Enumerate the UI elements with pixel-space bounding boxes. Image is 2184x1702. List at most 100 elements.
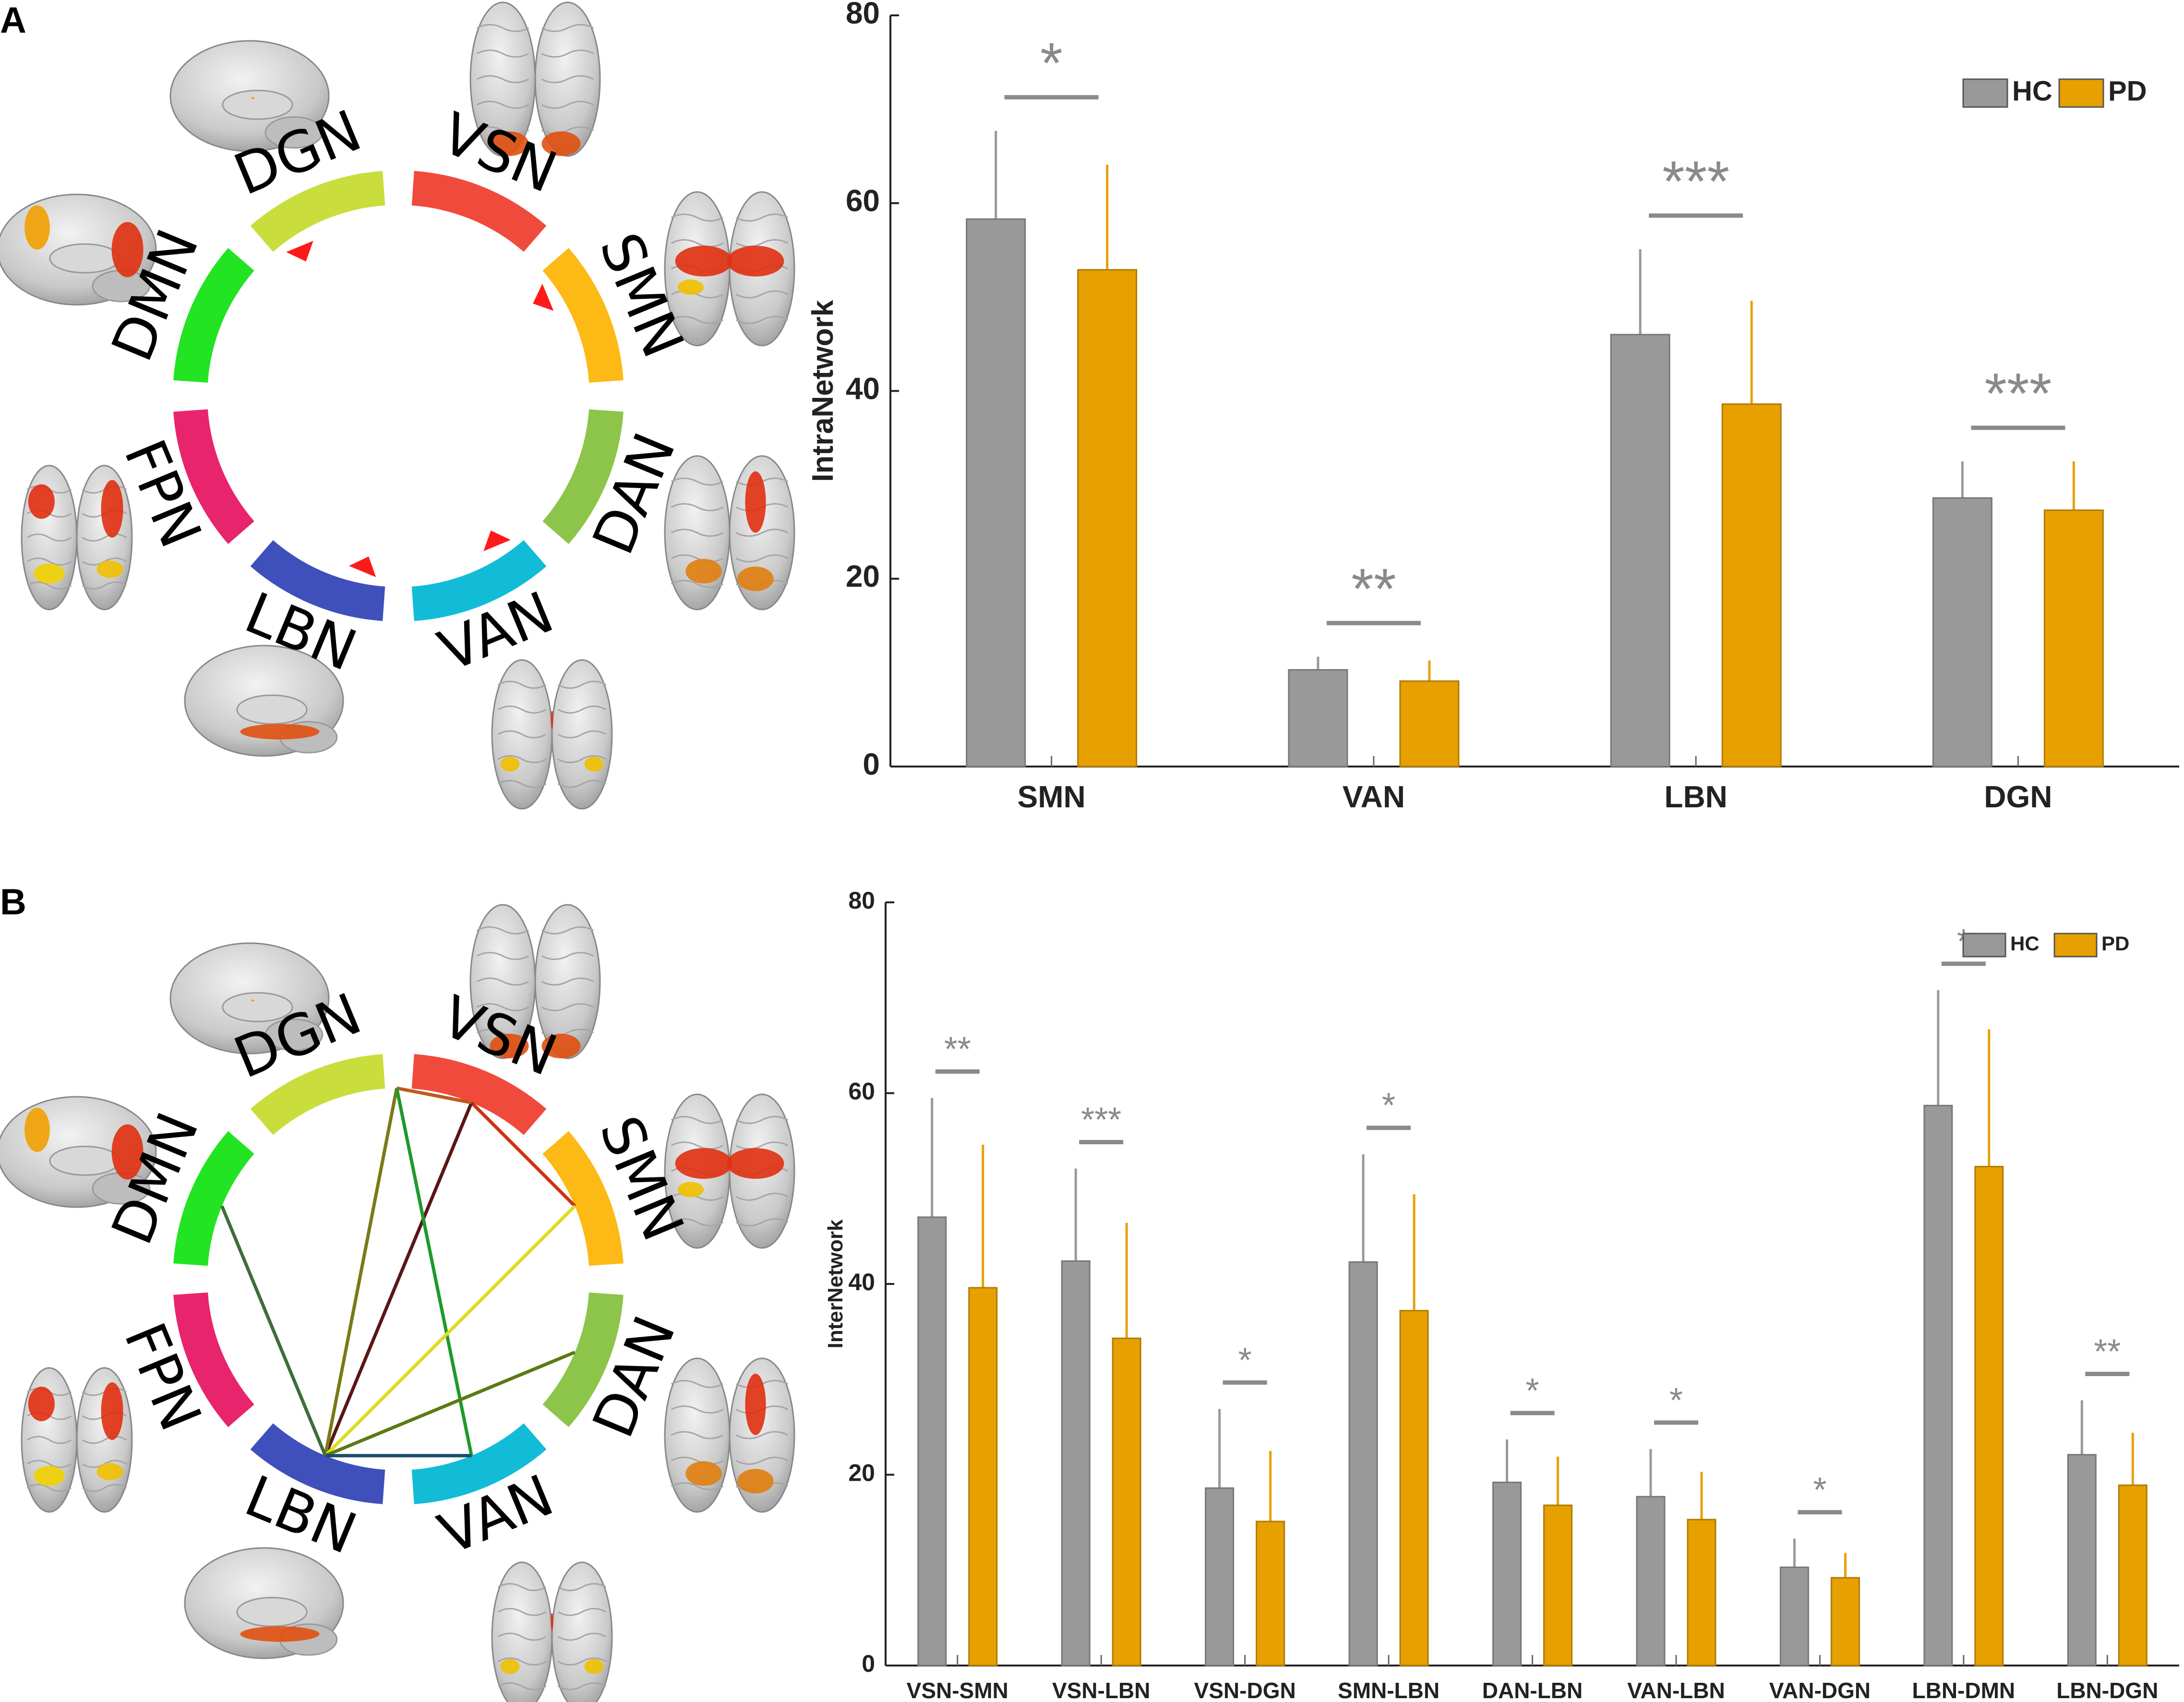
x-tick-label: SMN — [1018, 779, 1086, 814]
brain-fpn-top-activation — [96, 1463, 123, 1480]
brain-smn-top-activation — [678, 279, 704, 295]
brain-smn-top-sulcus — [735, 213, 789, 222]
brain-lbn-medial — [184, 645, 344, 757]
pd-bar — [1721, 403, 1782, 767]
connection-dmn-lbn — [220, 1205, 327, 1457]
brain-lbn-medial-activation — [240, 1626, 320, 1642]
ring-b-segment-dmn — [173, 1131, 254, 1266]
significance-stars: ** — [1351, 557, 1396, 621]
brain-dmn-medial-activation — [111, 222, 144, 277]
significance-stars: * — [1382, 1087, 1395, 1125]
brain-fpn-top-sulcus — [26, 533, 72, 542]
y-tick-label: 20 — [846, 559, 880, 594]
significance-stars: *** — [1984, 361, 2052, 426]
brain-dan-top-sulcus — [671, 580, 724, 588]
brain-van-top-sulcus — [557, 1682, 607, 1690]
brain-vsn-top-sulcus — [541, 977, 594, 986]
connection-smn-lbn — [324, 1205, 576, 1457]
brain-van-top — [491, 1561, 613, 1702]
brain-van-top-right-hemisphere — [551, 1561, 613, 1702]
x-tick-label: VAN-LBN — [1627, 1678, 1725, 1702]
brain-lbn-medial-corpus-callosum — [236, 695, 308, 725]
brain-dan-top-sulcus — [735, 1431, 789, 1439]
legend-pd-swatch — [2053, 933, 2098, 958]
brain-fpn-top-activation — [101, 1382, 123, 1440]
brain-dmn-medial-corpus-callosum — [49, 1146, 120, 1176]
ring-a-segment-lbn — [250, 540, 385, 621]
ring-a-segment-dgn — [250, 171, 385, 252]
brain-dan-top-sulcus — [735, 1456, 789, 1465]
brain-van-top-sulcus — [557, 730, 607, 739]
brain-dan-top — [664, 455, 795, 611]
brain-vsn-top-sulcus — [541, 49, 594, 58]
y-tick-label: 60 — [848, 1078, 875, 1105]
hc-bar — [1061, 1260, 1091, 1666]
ring-b-segment-dgn — [250, 1054, 385, 1135]
pd-bar — [1399, 1310, 1429, 1666]
brain-van-top-activation — [551, 710, 553, 729]
x-tick-label: VAN — [1343, 779, 1405, 814]
x-tick-label: VSN-LBN — [1052, 1678, 1150, 1702]
brain-van-top-activation — [584, 756, 604, 772]
brain-vsn-top-activation — [541, 1033, 581, 1058]
y-tick-label: 80 — [846, 0, 880, 30]
legend-hc-swatch — [1962, 78, 2008, 108]
ring-b-segment-fpn — [173, 1292, 254, 1427]
brain-vsn-top-sulcus — [476, 926, 529, 935]
brain-van-top-sulcus — [497, 755, 547, 764]
brain-vsn-top-activation — [490, 1033, 529, 1058]
significance-stars: ** — [944, 1030, 971, 1068]
brain-van-top-sulcus — [557, 755, 607, 764]
pd-bar — [1112, 1337, 1141, 1666]
brain-lbn-medial-activation — [240, 724, 320, 740]
pd-bar — [1543, 1504, 1572, 1666]
brain-smn-top-sulcus — [671, 1192, 724, 1201]
y-tick-label: 0 — [862, 1650, 875, 1677]
brain-vsn-top-sulcus — [541, 75, 594, 84]
ring-a-marker-lbn — [348, 556, 376, 577]
pd-bar — [1974, 1166, 2004, 1666]
brain-vsn-top-sulcus — [476, 126, 529, 135]
brain-smn-top-sulcus — [735, 1141, 789, 1150]
brain-fpn-top — [21, 465, 133, 611]
brain-fpn-top-activation — [28, 484, 55, 519]
y-axis-label: InterNetwork — [824, 1219, 847, 1348]
brain-vsn-top-sulcus — [541, 100, 594, 109]
brain-van-top-sulcus — [557, 1583, 607, 1592]
ring-a-segment-smn — [542, 248, 624, 383]
brain-smn-top-activation — [727, 246, 784, 276]
brain-dan-top-activation — [745, 1374, 766, 1435]
brain-dan-top-sulcus — [671, 503, 724, 512]
x-tick-label: VAN-DGN — [1769, 1678, 1871, 1702]
brain-van-top-activation — [500, 1659, 520, 1674]
brain-fpn-top-activation — [28, 1387, 55, 1421]
brain-smn-top — [664, 191, 795, 347]
ring-a-marker-van — [483, 530, 511, 551]
brain-smn-top-sulcus — [671, 213, 724, 222]
x-tick-label: LBN — [1664, 779, 1728, 814]
connection-vsn-smn — [470, 1101, 576, 1208]
legend-pd-swatch — [2058, 78, 2104, 108]
brain-vsn-top-sulcus — [476, 24, 529, 32]
brain-smn-top-sulcus — [671, 1218, 724, 1227]
brain-van-top-sulcus — [497, 779, 547, 788]
brain-dgn-medial-activation — [251, 999, 254, 1002]
hc-bar — [1636, 1496, 1666, 1666]
panel-b-label: B — [0, 882, 26, 923]
brain-vsn-top-activation — [490, 131, 529, 156]
pd-bar — [968, 1287, 998, 1666]
brain-van-top-sulcus — [497, 1657, 547, 1666]
brain-dan-top-sulcus — [671, 554, 724, 563]
hc-bar — [1348, 1261, 1378, 1666]
hc-bar — [917, 1216, 947, 1666]
brain-vsn-top-sulcus — [476, 977, 529, 986]
hc-bar — [1779, 1566, 1809, 1666]
brain-van-top-left-hemisphere — [491, 1561, 553, 1702]
brain-dgn-medial — [169, 40, 330, 152]
brain-dgn-medial-corpus-callosum — [222, 992, 293, 1022]
x-tick-label: DAN-LBN — [1482, 1678, 1583, 1702]
ring-a-segment-fpn — [173, 409, 254, 544]
significance-stars: * — [1669, 1381, 1683, 1420]
